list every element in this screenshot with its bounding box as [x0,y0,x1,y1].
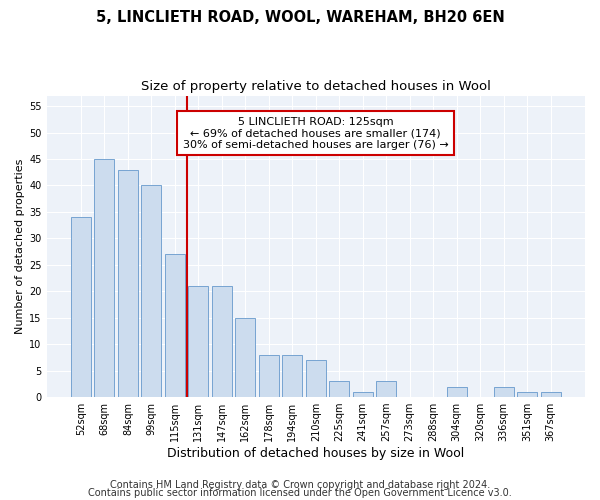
Bar [212,286,232,397]
Bar [165,254,185,397]
Text: 5 LINCLIETH ROAD: 125sqm
← 69% of detached houses are smaller (174)
30% of semi-: 5 LINCLIETH ROAD: 125sqm ← 69% of detach… [183,116,449,150]
Bar [517,392,537,397]
Bar [118,170,138,397]
Bar [235,318,256,397]
Text: 5, LINCLIETH ROAD, WOOL, WAREHAM, BH20 6EN: 5, LINCLIETH ROAD, WOOL, WAREHAM, BH20 6… [95,10,505,25]
X-axis label: Distribution of detached houses by size in Wool: Distribution of detached houses by size … [167,447,464,460]
Bar [94,159,115,397]
Bar [494,386,514,397]
Bar [541,392,560,397]
Bar [259,355,279,397]
Bar [283,355,302,397]
Bar [188,286,208,397]
Text: Contains HM Land Registry data © Crown copyright and database right 2024.: Contains HM Land Registry data © Crown c… [110,480,490,490]
Bar [376,381,396,397]
Text: Contains public sector information licensed under the Open Government Licence v3: Contains public sector information licen… [88,488,512,498]
Bar [306,360,326,397]
Bar [329,381,349,397]
Y-axis label: Number of detached properties: Number of detached properties [15,158,25,334]
Title: Size of property relative to detached houses in Wool: Size of property relative to detached ho… [141,80,491,93]
Bar [353,392,373,397]
Bar [142,186,161,397]
Bar [446,386,467,397]
Bar [71,217,91,397]
